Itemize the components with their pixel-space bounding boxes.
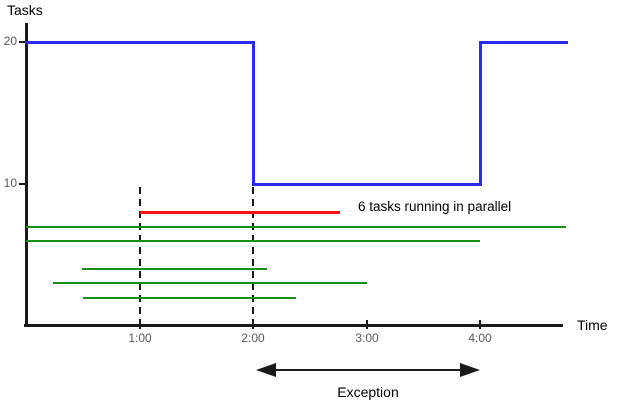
y-axis-title: Tasks	[7, 2, 43, 18]
guide-dashed-line	[252, 187, 254, 326]
x-tick-label: 2:00	[241, 331, 265, 345]
available-task-slots-segment	[252, 41, 255, 186]
exception-range-arrow	[256, 363, 480, 377]
available-task-slots-segment	[479, 41, 568, 44]
guide-dashed-line	[139, 187, 141, 326]
parallel-tasks-annotation: 6 tasks running in parallel	[358, 199, 512, 214]
y-tick-mark	[19, 41, 26, 43]
task-4	[53, 282, 367, 284]
arrow-left-icon	[256, 363, 276, 377]
exception-task	[140, 211, 340, 214]
exception-arrow-line	[270, 369, 466, 371]
x-tick-label: 4:00	[468, 331, 492, 345]
task-3	[82, 268, 267, 270]
task-5	[83, 297, 296, 299]
y-tick-label: 10	[3, 176, 17, 190]
available-task-slots-segment	[25, 41, 255, 44]
y-tick-mark	[19, 183, 26, 185]
y-tick-label: 20	[3, 34, 17, 48]
arrow-right-icon	[460, 363, 480, 377]
task-2	[26, 240, 480, 242]
x-axis-title: Time	[577, 317, 608, 333]
available-task-slots-segment	[252, 183, 482, 186]
task-1	[26, 226, 566, 228]
x-tick-mark	[366, 320, 368, 329]
available-task-slots-segment	[479, 41, 482, 186]
x-tick-label: 1:00	[128, 331, 152, 345]
x-tick-mark	[479, 320, 481, 329]
x-axis-line	[24, 324, 563, 327]
exception-label: Exception	[337, 384, 399, 400]
x-tick-label: 3:00	[355, 331, 379, 345]
y-axis-line	[25, 23, 28, 327]
